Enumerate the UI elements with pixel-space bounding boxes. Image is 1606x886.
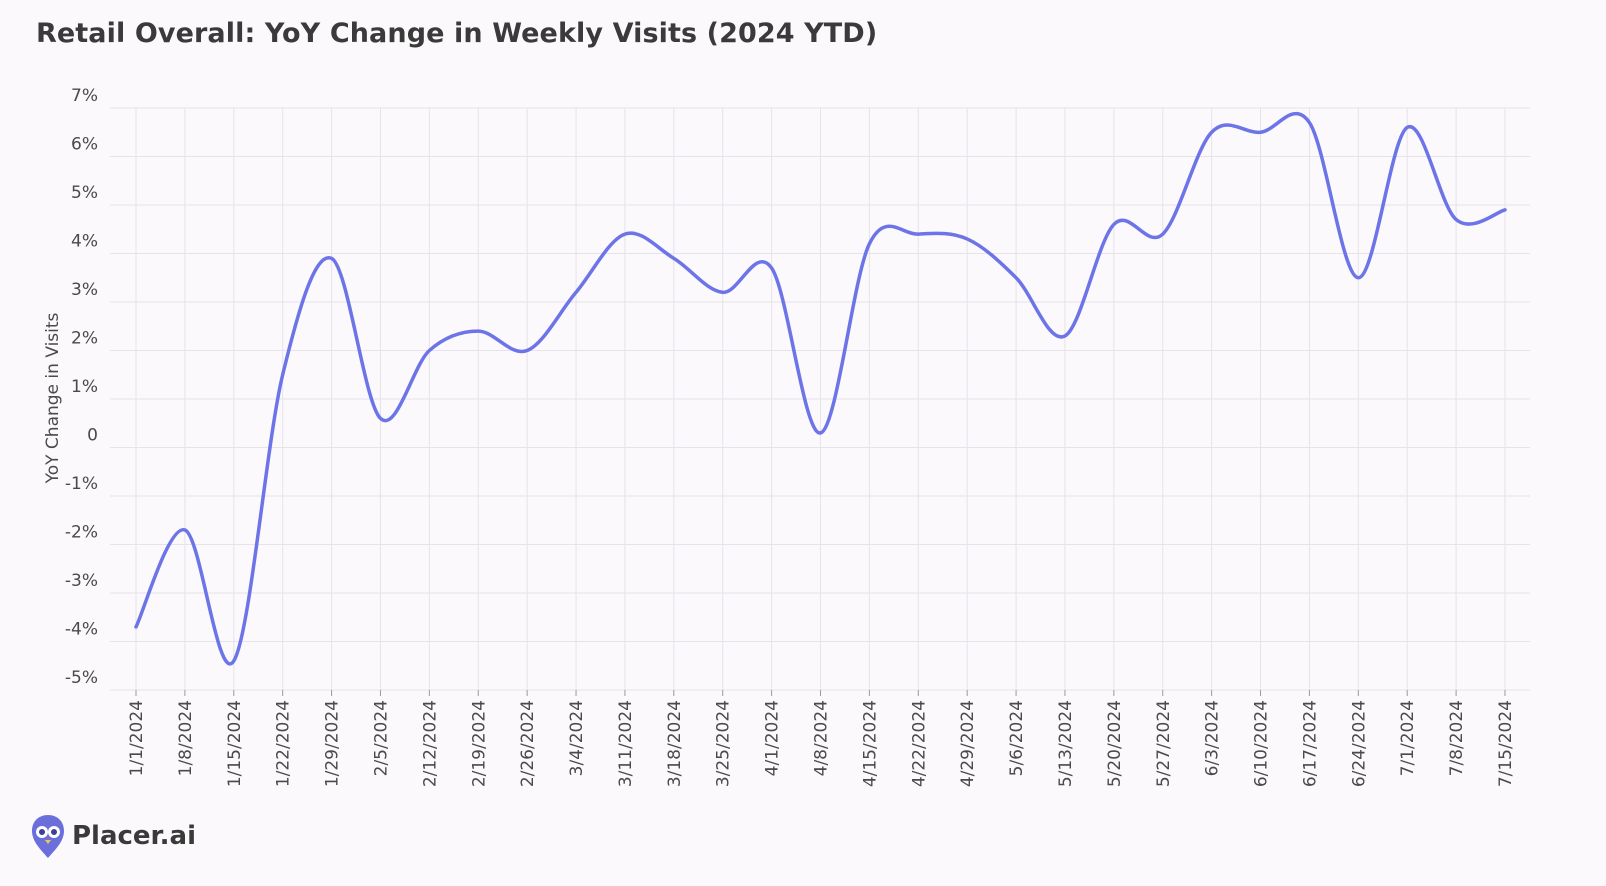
placer-logo: Placer.ai (30, 812, 196, 860)
y-tick-label: -3% (65, 571, 98, 591)
x-tick-label: 2/19/2024 (469, 700, 489, 787)
x-tick-label: 5/20/2024 (1105, 700, 1125, 787)
grid (110, 107, 1530, 696)
x-tick-label: 3/18/2024 (665, 700, 685, 787)
x-tick-label: 2/12/2024 (420, 700, 440, 787)
chart-title: Retail Overall: YoY Change in Weekly Vis… (36, 18, 878, 49)
x-tick-label: 4/8/2024 (812, 700, 832, 776)
y-tick-label: -5% (65, 668, 98, 688)
x-tick-label: 6/10/2024 (1252, 700, 1272, 787)
x-tick-label: 7/8/2024 (1447, 700, 1467, 776)
x-tick-label: 4/15/2024 (860, 700, 880, 787)
x-tick-label: 3/25/2024 (714, 700, 734, 787)
series-line (134, 111, 1507, 666)
y-tick-label: 3% (71, 280, 98, 300)
x-tick-label: 1/1/2024 (127, 700, 147, 776)
x-tick-label: 6/24/2024 (1349, 700, 1369, 787)
y-tick-label: -2% (65, 523, 98, 543)
y-tick-label: 7% (71, 86, 98, 106)
x-tick-label: 3/11/2024 (616, 700, 636, 787)
y-tick-label: 2% (71, 329, 98, 349)
x-tick-label: 7/15/2024 (1496, 700, 1516, 787)
line-chart: -5%-4%-3%-2%-1%01%2%3%4%5%6%7% 1/1/2024 1… (43, 86, 1530, 787)
x-tick-label: 5/13/2024 (1056, 700, 1076, 787)
y-axis-title: YoY Change in Visits (43, 312, 63, 484)
x-tick-label: 6/3/2024 (1203, 700, 1223, 776)
y-tick-label: 1% (71, 377, 98, 397)
x-tick-label: 5/6/2024 (1007, 700, 1027, 776)
x-tick-label: 6/17/2024 (1300, 700, 1320, 787)
y-tick-label: 5% (71, 183, 98, 203)
y-tick-label: -1% (65, 474, 98, 494)
series-layer (134, 111, 1507, 666)
x-tick-label: 4/1/2024 (763, 700, 783, 776)
x-tick-label: 1/29/2024 (323, 700, 343, 787)
y-tick-label: 4% (71, 232, 98, 252)
x-tick-label: 4/22/2024 (909, 700, 929, 787)
x-tick-label: 1/8/2024 (176, 700, 196, 776)
x-tick-label: 3/4/2024 (567, 700, 587, 776)
y-tick-label: -4% (65, 620, 98, 640)
x-tick-label: 2/26/2024 (518, 700, 538, 787)
y-tick-label: 6% (71, 135, 98, 155)
x-tick-label: 5/27/2024 (1154, 700, 1174, 787)
owl-logo-icon (32, 815, 64, 858)
x-tick-label: 1/22/2024 (274, 700, 294, 787)
x-tick-label: 7/1/2024 (1398, 700, 1418, 776)
y-tick-label: 0 (87, 426, 98, 446)
x-tick-label: 4/29/2024 (958, 700, 978, 787)
x-tick-label: 2/5/2024 (371, 700, 391, 776)
logo-text: Placer.ai (72, 821, 197, 851)
y-axis-ticks: -5% -4% -3% -2% -1% 0 1% 2% 3% 4% 5% 6% 7% (65, 86, 98, 688)
x-axis-ticks: 1/1/2024 1/8/2024 1/15/2024 1/22/2024 1/29/2… (127, 700, 1516, 787)
x-tick-label: 1/15/2024 (225, 700, 245, 787)
